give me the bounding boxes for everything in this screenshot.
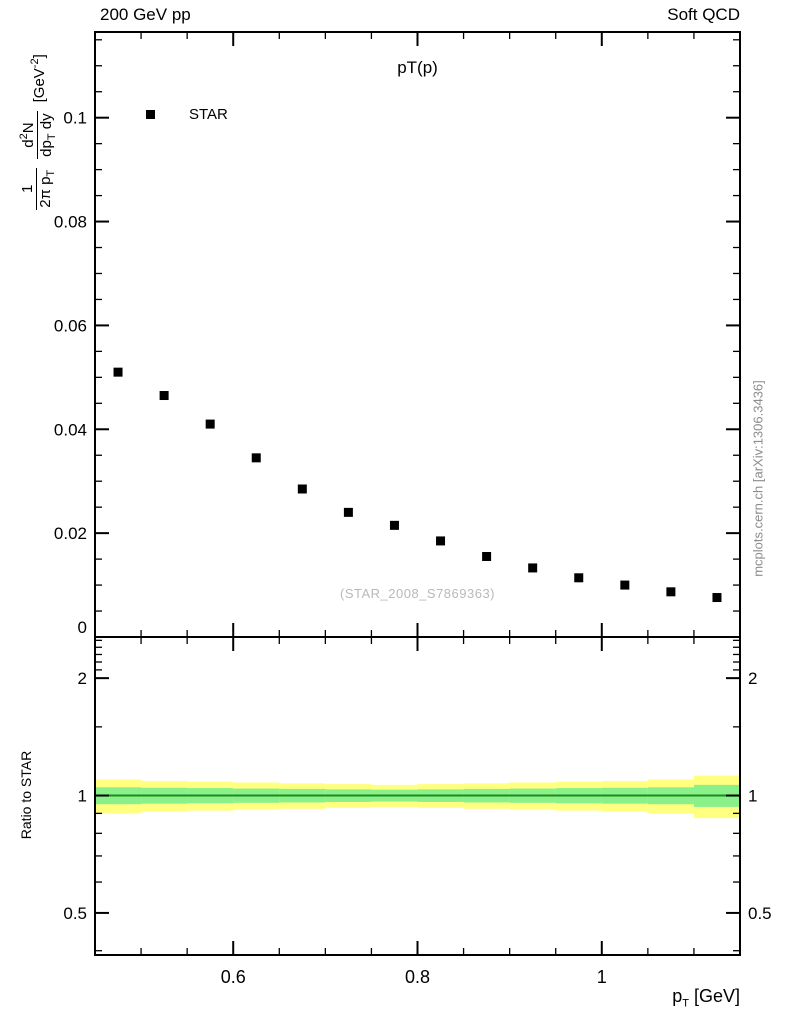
svg-text:1: 1: [748, 787, 757, 806]
y-axis-units: [GeV-2]: [28, 54, 48, 103]
ratio-y-axis-label: Ratio to STAR: [18, 750, 34, 840]
svg-text:0.08: 0.08: [54, 213, 87, 232]
svg-text:0.06: 0.06: [54, 316, 87, 335]
x-axis-label: pT [GeV]: [672, 986, 740, 1010]
legend-square-marker-icon: [146, 110, 155, 119]
header-process-group: Soft QCD: [667, 5, 740, 24]
analysis-watermark: (STAR_2008_S7869363): [339, 586, 496, 601]
legend: STAR: [146, 106, 228, 123]
svg-text:0.1: 0.1: [63, 109, 87, 128]
plot-title: pT(p): [397, 58, 438, 77]
svg-text:0.5: 0.5: [748, 904, 772, 923]
svg-text:2: 2: [748, 669, 757, 688]
y-axis-label-main: 1 2π pT d2N dpT dy [GeV-2]: [17, 12, 59, 252]
svg-text:1: 1: [78, 787, 87, 806]
svg-text:0.5: 0.5: [63, 904, 87, 923]
svg-text:0.8: 0.8: [405, 967, 430, 987]
header-beam-energy: 200 GeV pp: [100, 5, 191, 24]
fraction-d2n-over-dpt-dy: d2N dpT dy: [17, 111, 59, 159]
fraction-one-over-2pi-pt: 1 2π pT: [18, 167, 58, 210]
svg-text:1: 1: [597, 967, 607, 987]
svg-text:0.6: 0.6: [221, 967, 246, 987]
svg-text:0: 0: [78, 618, 87, 637]
svg-text:2: 2: [78, 669, 87, 688]
svg-text:0.02: 0.02: [54, 524, 87, 543]
svg-text:0.04: 0.04: [54, 420, 87, 439]
mcplots-arxiv-note: mcplots.cern.ch [arXiv:1306.3436]: [750, 380, 766, 577]
legend-label: STAR: [189, 106, 228, 123]
